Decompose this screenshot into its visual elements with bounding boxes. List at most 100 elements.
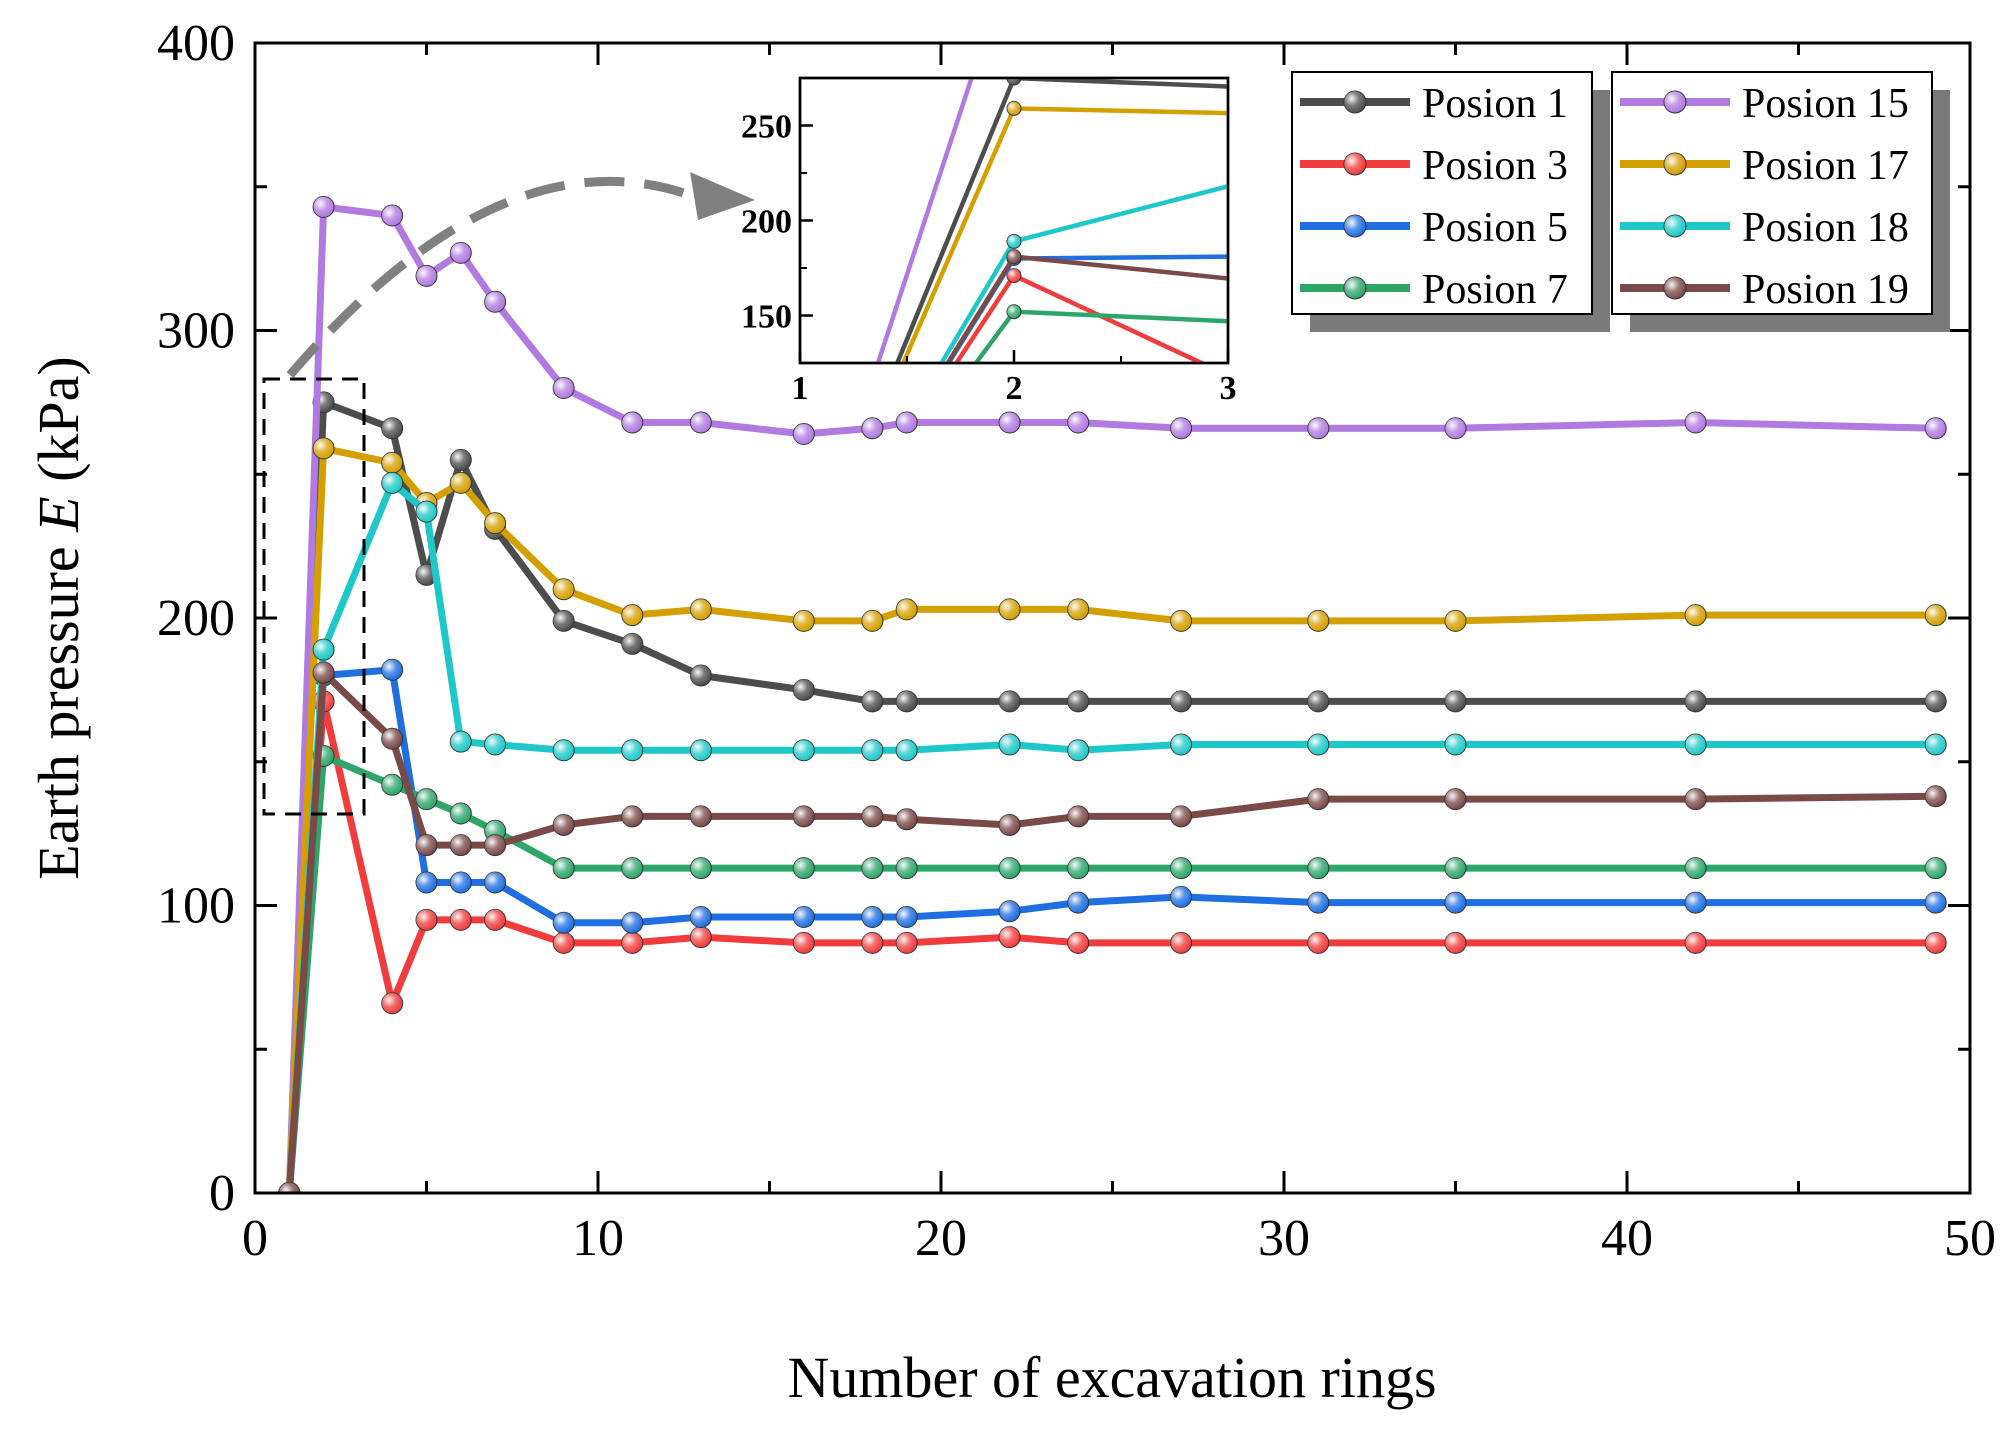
inset-series-posion-17 xyxy=(900,100,1228,363)
data-point-highlight xyxy=(896,598,918,620)
legend-label: Posion 5 xyxy=(1422,205,1568,251)
data-point-highlight xyxy=(896,739,918,761)
data-point-highlight xyxy=(621,604,643,626)
data-point-highlight xyxy=(1685,604,1707,626)
data-point-highlight xyxy=(553,610,575,632)
data-point-highlight xyxy=(278,1182,300,1193)
data-point-highlight xyxy=(553,932,575,954)
data-point-highlight xyxy=(1067,598,1089,620)
legend-column-1: Posion 1 Posion 3 Posion 5 Posion 7 xyxy=(1291,71,1610,332)
data-point-highlight xyxy=(621,412,643,433)
legend-label: Posion 19 xyxy=(1742,267,1909,313)
legend-item-posion-5: Posion 5 xyxy=(1300,205,1568,251)
legend-swatch-highlight xyxy=(1664,277,1686,299)
data-point-highlight xyxy=(621,932,643,954)
data-point-highlight xyxy=(896,932,918,954)
y-tick-label: 300 xyxy=(157,303,235,360)
data-point-highlight xyxy=(450,242,472,264)
zoom-annotation xyxy=(262,172,755,816)
inset-axes: 1 2 3 150 200 250 xyxy=(741,76,1237,407)
data-point-highlight xyxy=(450,803,472,824)
data-point-highlight xyxy=(1445,610,1466,632)
legend-swatch-highlight xyxy=(1344,91,1366,113)
data-point-highlight xyxy=(999,734,1021,755)
data-point-highlight xyxy=(1307,892,1329,914)
legend-item-posion-7: Posion 7 xyxy=(1300,267,1568,313)
data-point-highlight xyxy=(484,872,506,893)
data-point-highlight xyxy=(1445,892,1466,914)
series-posion-18 xyxy=(278,471,1947,1193)
data-point-highlight xyxy=(381,452,403,474)
data-point-highlight xyxy=(793,610,815,632)
data-point-highlight xyxy=(1067,932,1089,954)
data-point-highlight xyxy=(450,449,472,471)
legend-swatch-highlight xyxy=(1344,153,1366,175)
data-point-highlight xyxy=(1307,610,1329,632)
data-point-highlight xyxy=(1445,690,1466,712)
data-point-highlight xyxy=(1170,417,1192,439)
data-point-highlight xyxy=(793,805,815,827)
inset-data-point-highlight xyxy=(1007,268,1021,283)
data-point-highlight xyxy=(381,472,403,494)
legend-item-posion-19: Posion 19 xyxy=(1620,267,1909,313)
y-tick-label: 400 xyxy=(157,15,235,72)
inset-x-tick-label: 1 xyxy=(792,370,809,407)
inset-data-point-highlight xyxy=(1007,249,1021,264)
data-point-highlight xyxy=(861,739,883,761)
data-point-highlight xyxy=(861,610,883,632)
data-point-highlight xyxy=(621,739,643,761)
inset-zoom-chart: 1 2 3 150 200 250 xyxy=(741,76,1237,407)
legend-item-posion-18: Posion 18 xyxy=(1620,205,1909,251)
zoom-region-box xyxy=(262,377,366,816)
x-axis-title: Number of excavation rings xyxy=(787,1345,1436,1410)
data-point-highlight xyxy=(313,662,335,684)
legend-swatch-highlight xyxy=(1344,215,1366,237)
x-tick-label: 50 xyxy=(1944,1210,1996,1267)
y-axis-title-unit: (kPa) xyxy=(26,356,91,496)
data-point-highlight xyxy=(793,906,815,928)
data-point-highlight xyxy=(621,912,643,934)
data-point-highlight xyxy=(416,872,437,893)
data-point-highlight xyxy=(793,679,815,701)
data-point-highlight xyxy=(999,857,1021,879)
data-point-highlight xyxy=(1307,417,1329,439)
data-point-highlight xyxy=(450,731,472,753)
data-point-highlight xyxy=(1170,805,1192,827)
data-point-highlight xyxy=(1445,788,1466,810)
data-point-highlight xyxy=(484,291,506,313)
y-tick-label: 100 xyxy=(157,878,235,935)
data-point-highlight xyxy=(896,808,918,830)
inset-data-point-highlight xyxy=(1007,78,1021,85)
data-point-highlight xyxy=(999,900,1021,922)
data-point-highlight xyxy=(1170,886,1192,908)
inset-data-point-highlight xyxy=(1007,304,1021,319)
data-point-highlight xyxy=(1307,690,1329,712)
data-point-highlight xyxy=(690,857,712,879)
inset-series-posion-1 xyxy=(894,78,1228,363)
data-point-highlight xyxy=(553,578,575,600)
data-point-highlight xyxy=(690,665,712,686)
data-point-highlight xyxy=(1445,734,1466,755)
zoom-arrow-head xyxy=(690,172,755,220)
x-tick-label: 30 xyxy=(1258,1210,1310,1267)
data-point-highlight xyxy=(416,834,437,856)
data-point-highlight xyxy=(1307,857,1329,879)
legend-label: Posion 18 xyxy=(1742,205,1909,251)
data-point-highlight xyxy=(690,598,712,620)
data-point-highlight xyxy=(381,417,403,439)
data-point-highlight xyxy=(381,205,403,226)
data-point-highlight xyxy=(484,734,506,755)
data-point-highlight xyxy=(416,265,437,287)
data-point-highlight xyxy=(1170,690,1192,712)
data-point-highlight xyxy=(484,909,506,931)
data-point-highlight xyxy=(896,690,918,712)
y-axis-title-symbol: E xyxy=(26,496,91,532)
legend-swatch-highlight xyxy=(1344,277,1366,299)
data-point-highlight xyxy=(793,932,815,954)
y-axis-title-prefix: Earth pressure xyxy=(26,532,91,880)
data-point-highlight xyxy=(1925,857,1947,879)
data-point-highlight xyxy=(1067,739,1089,761)
data-point-highlight xyxy=(1307,788,1329,810)
data-point-highlight xyxy=(1685,734,1707,755)
data-point-highlight xyxy=(553,739,575,761)
